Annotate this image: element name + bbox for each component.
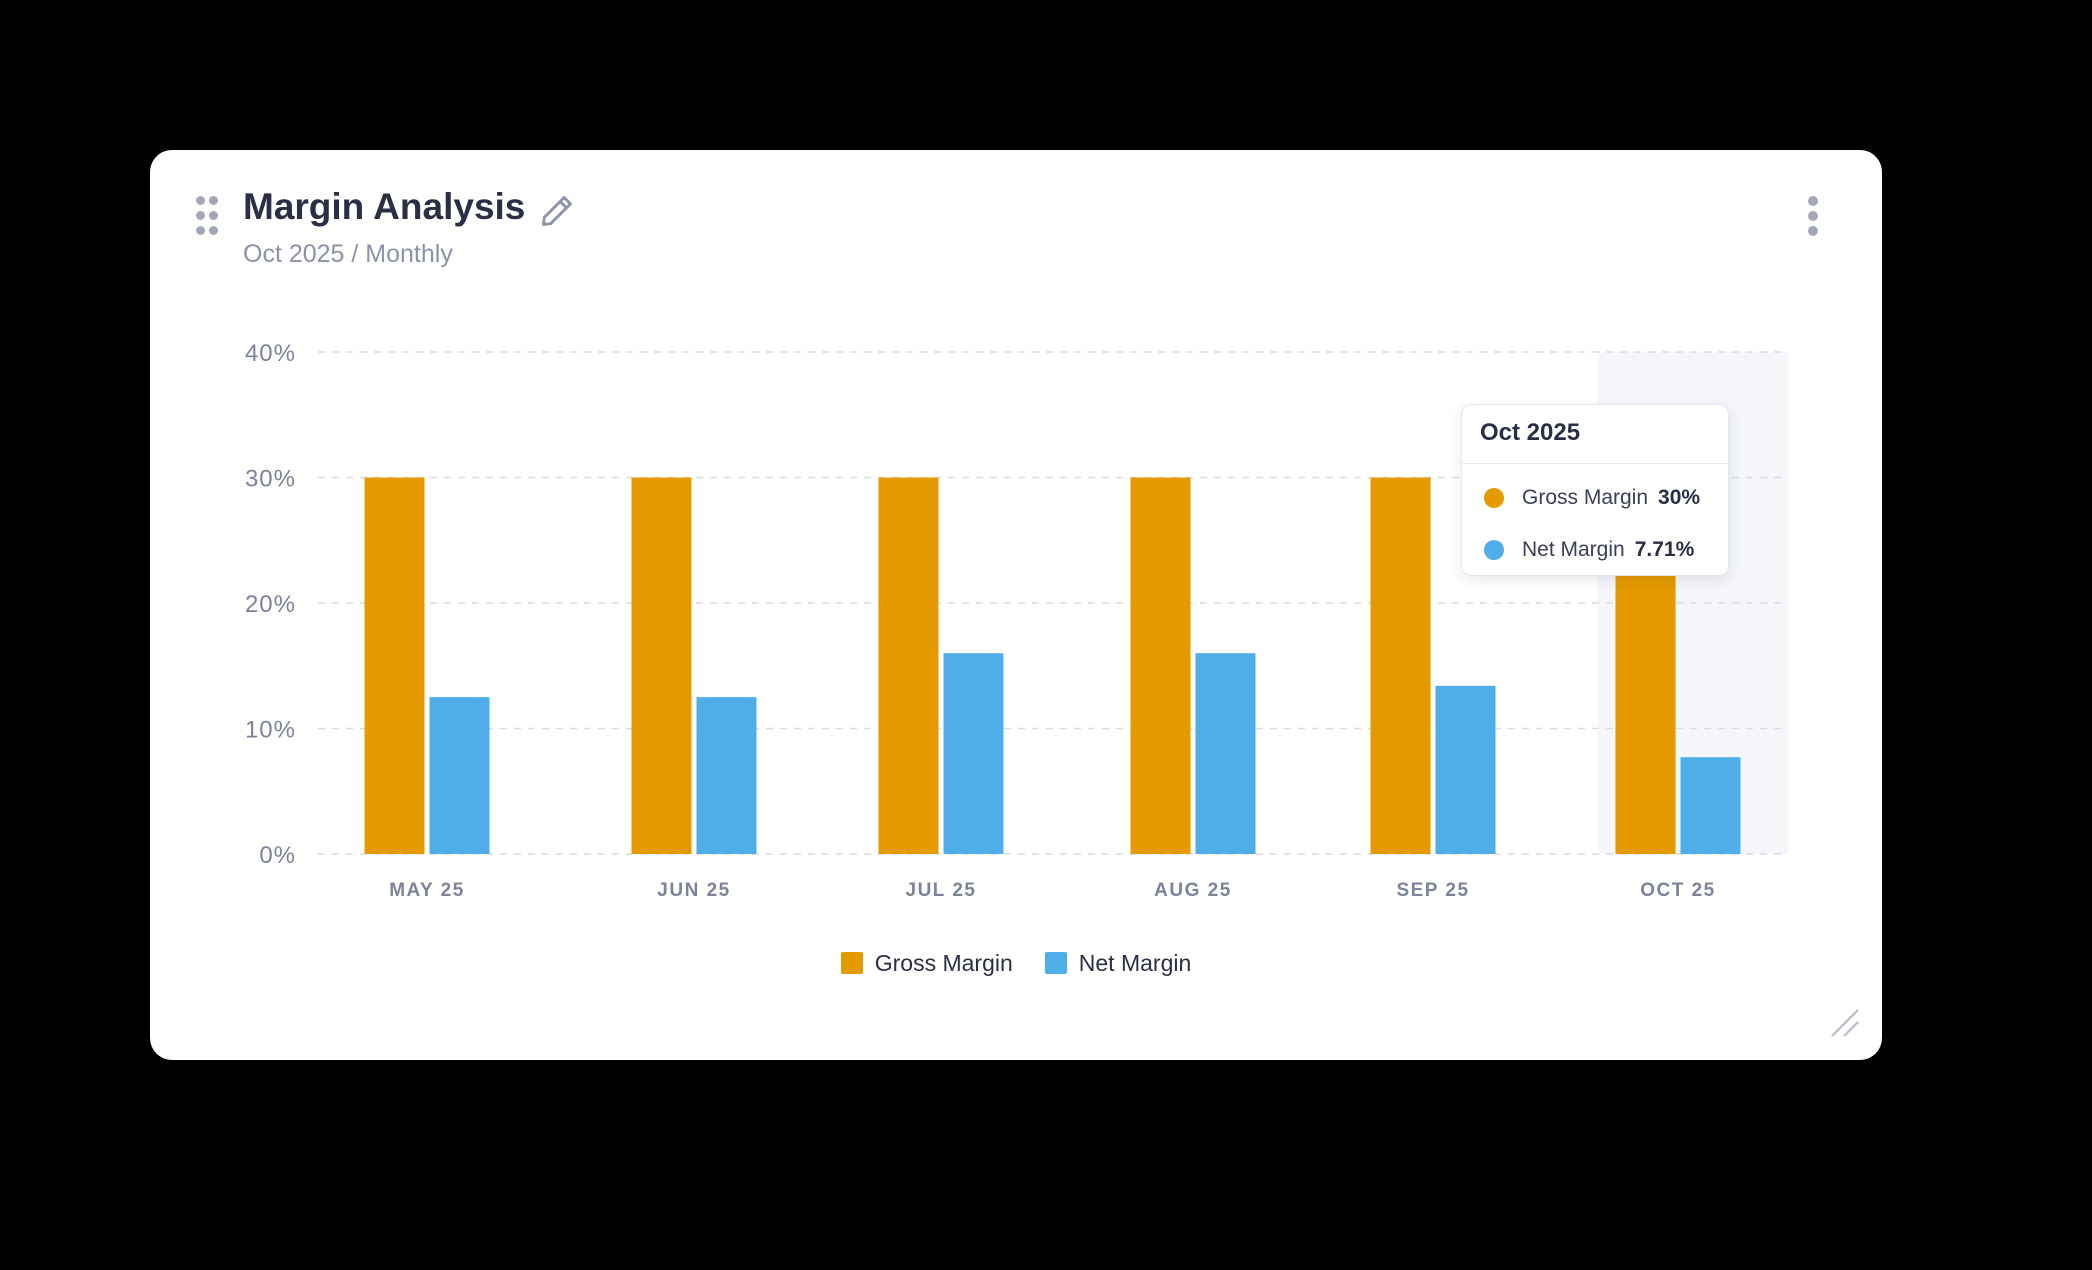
net-margin-dot-icon [1484, 540, 1504, 560]
kebab-menu-icon[interactable] [1806, 194, 1820, 238]
y-tick-label: 20% [245, 591, 296, 618]
tooltip-series-value: 30% [1658, 486, 1701, 509]
tooltip-row-gross-margin: Gross Margin 30% [1484, 483, 1700, 513]
bar-net-margin [943, 653, 1004, 854]
pencil-icon[interactable] [538, 192, 576, 230]
y-tick-label: 10% [245, 717, 296, 744]
tooltip-series-value: 7.71% [1634, 538, 1695, 561]
bar-net-margin [1435, 685, 1496, 854]
gross-margin-dot-icon [1484, 488, 1504, 508]
bar-net-margin [1195, 653, 1256, 854]
widget-title: Margin Analysis [243, 186, 526, 227]
x-tick-label: JUL 25 [906, 880, 977, 901]
tooltip-series-name: Gross Margin [1522, 486, 1649, 509]
y-tick-label: 30% [245, 466, 296, 493]
chart-legend: Gross Margin Net Margin [150, 946, 1882, 980]
x-tick-label: JUN 25 [657, 880, 730, 901]
x-tick-label: AUG 25 [1154, 880, 1232, 901]
widget-subtitle: Oct 2025 / Monthly [243, 240, 453, 268]
legend-label: Gross Margin [874, 949, 1013, 976]
tooltip-row-net-margin: Net Margin 7.71% [1484, 535, 1694, 565]
chart-tooltip: Oct 2025 Gross Margin 30% Net Margin 7.7… [1461, 404, 1729, 576]
legend-item-net-margin[interactable]: Net Margin [1044, 949, 1192, 977]
bar-net-margin [429, 697, 490, 854]
legend-item-gross-margin[interactable]: Gross Margin [840, 949, 1013, 977]
x-tick-label: OCT 25 [1640, 880, 1716, 901]
bar-gross-margin [1370, 477, 1431, 854]
bar-gross-margin [631, 477, 692, 854]
bar-gross-margin [1130, 477, 1191, 854]
legend-swatch-icon [840, 952, 863, 974]
tooltip-series-name: Net Margin [1522, 538, 1625, 561]
margin-analysis-widget: Margin Analysis Oct 2025 / Monthly 0% 10%… [150, 150, 1882, 1060]
resize-handle-icon[interactable] [1828, 1006, 1862, 1040]
tooltip-title: Oct 2025 [1480, 419, 1581, 446]
bar-gross-margin [878, 477, 939, 854]
y-tick-label: 40% [245, 340, 296, 367]
legend-label: Net Margin [1078, 949, 1192, 976]
bar-net-margin [1680, 757, 1741, 854]
legend-swatch-icon [1044, 952, 1067, 974]
drag-handle-icon[interactable] [194, 194, 220, 238]
bar-net-margin [696, 697, 757, 854]
tooltip-divider [1462, 463, 1728, 464]
x-tick-label: MAY 25 [389, 880, 465, 901]
x-tick-label: SEP 25 [1396, 880, 1469, 901]
y-tick-label: 0% [259, 842, 296, 869]
bar-gross-margin [364, 477, 425, 854]
